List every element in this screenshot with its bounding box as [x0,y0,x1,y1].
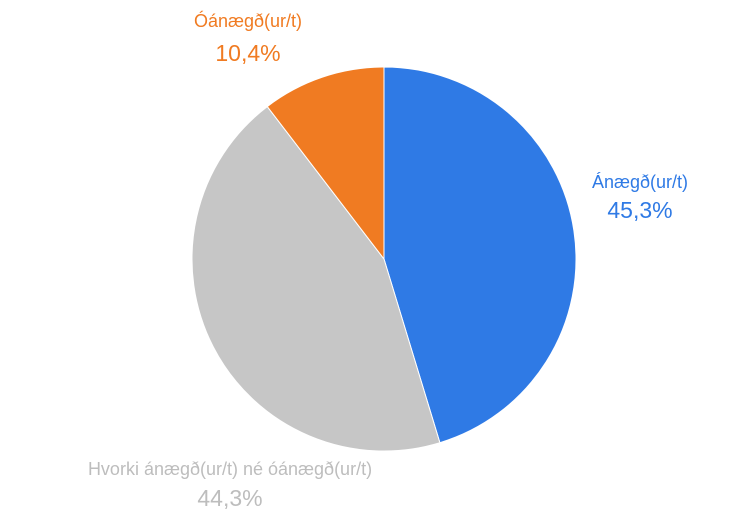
pie-slice [191,105,441,452]
slice-name: Hvorki ánægð(ur/t) né óánægð(ur/t) [88,459,372,479]
slice-name: Óánægð(ur/t) [194,10,302,31]
slice-value-label: 44,3% [197,485,262,511]
pie-slice [383,66,577,444]
slice-name: Ánægð(ur/t) [592,172,688,192]
slice-value-label: 10,4% [215,40,280,66]
slice-value-label: 45,3% [607,197,672,223]
pie-slice [266,66,385,261]
